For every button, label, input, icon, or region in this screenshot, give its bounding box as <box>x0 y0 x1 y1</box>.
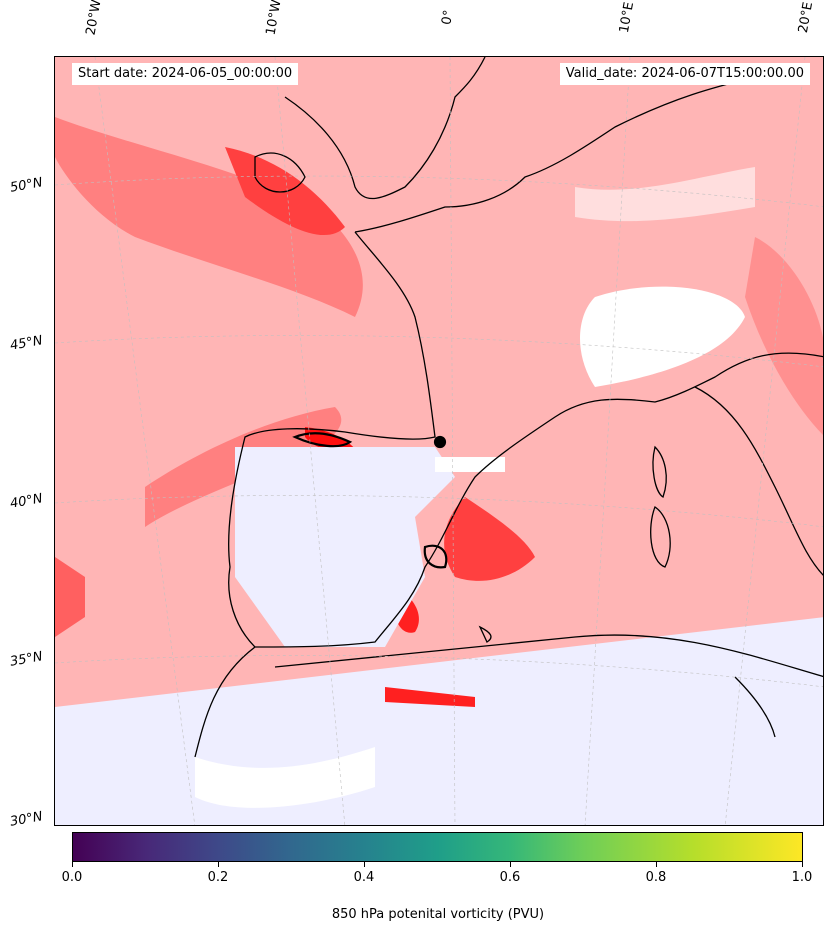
colorbar-title: 850 hPa potenital vorticity (PVU) <box>331 907 545 922</box>
parallel-40n <box>55 495 823 528</box>
pv-contours <box>292 432 448 569</box>
meridian-10w <box>274 57 346 825</box>
great-britain-coast <box>284 57 486 200</box>
lon-label-20w: 20°W <box>83 0 105 37</box>
lat-label-30n: 30°N <box>8 809 44 830</box>
iberia-france-coast <box>228 231 823 648</box>
alps-blank <box>580 286 745 387</box>
lat-label-35n: 35°N <box>8 649 44 670</box>
colorbar-tick-4 <box>656 862 657 867</box>
lon-label-10e: 10°E <box>616 0 638 35</box>
north-coast-europe <box>354 76 756 233</box>
colorbar-tick-3 <box>510 862 511 867</box>
central-europe-light <box>575 167 755 222</box>
colorbar-tick-2 <box>364 862 365 867</box>
colorbar-tick-label-0: 0.0 <box>61 870 83 885</box>
colorbar-tick-label-2: 0.4 <box>353 870 375 885</box>
map-plot <box>54 56 824 826</box>
pv-field <box>55 57 823 825</box>
portugal-west-max <box>55 557 85 637</box>
colorbar-tick-label-1: 0.2 <box>207 870 229 885</box>
lat-label-45n: 45°N <box>8 333 44 354</box>
lat-label-50n: 50°N <box>8 175 44 196</box>
graticule <box>55 57 823 825</box>
contour-dot-pyrenees <box>433 435 447 449</box>
corsica-coast <box>652 445 667 498</box>
parallel-45n <box>55 335 823 368</box>
iberia-interior <box>235 447 455 647</box>
sicily-tunisia-coast <box>734 676 776 738</box>
gibraltar-atlantic-coast <box>194 646 256 758</box>
lon-label-20e: 20°E <box>795 0 817 35</box>
colorbar-tick-label-4: 0.8 <box>645 870 667 885</box>
meridian-0 <box>449 57 456 825</box>
sardinia-coast <box>650 506 671 568</box>
colorbar-tick-label-5: 1.0 <box>791 870 813 885</box>
atlantic-band-north <box>55 117 363 317</box>
colorbar-tick-label-3: 0.6 <box>499 870 521 885</box>
colorbar-tick-5 <box>802 862 803 867</box>
start-date-label: Start date: 2024-06-05_00:00:00 <box>72 63 299 85</box>
coastlines <box>194 57 823 758</box>
contour-cantabria <box>292 432 353 448</box>
colorbar <box>72 832 803 862</box>
colorbar-tick-0 <box>72 862 73 867</box>
map-canvas <box>55 57 823 825</box>
italy-coast <box>694 386 823 576</box>
valencia-max <box>444 497 535 581</box>
balearic-coast <box>478 625 492 643</box>
lon-label-0: 0° <box>439 8 457 27</box>
alboran-max <box>385 687 475 707</box>
lon-label-10w: 10°W <box>263 0 285 37</box>
colorbar-tick-1 <box>218 862 219 867</box>
valid-date-label: Valid_date: 2024-06-07T15:00:00.00 <box>559 63 810 85</box>
north-africa-coast <box>274 634 823 678</box>
lat-label-40n: 40°N <box>8 491 44 512</box>
ireland-coast <box>254 152 306 193</box>
parallel-35n <box>55 655 823 688</box>
parallel-50n <box>55 175 823 208</box>
meridian-10e <box>584 57 631 825</box>
atlas-blank <box>195 747 375 808</box>
balkan-band <box>745 237 823 435</box>
contour-valencia <box>423 544 448 569</box>
